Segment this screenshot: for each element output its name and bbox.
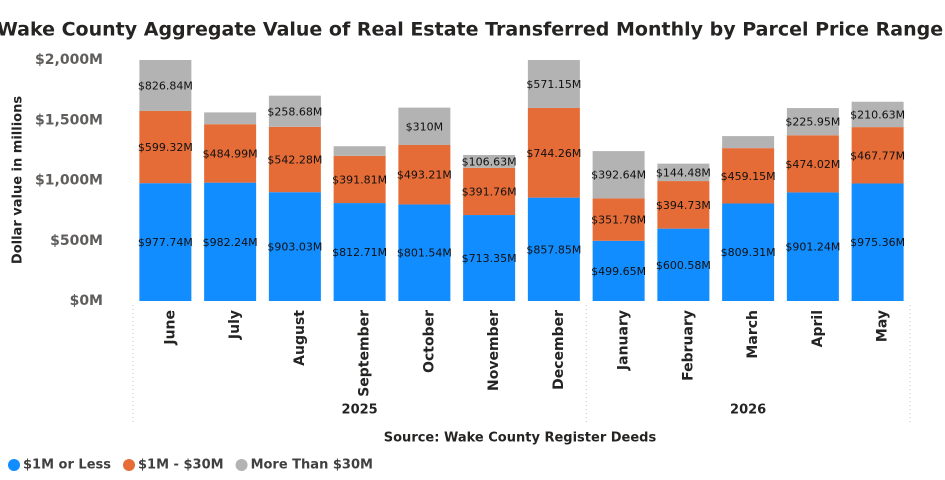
x-tick-label: September [357, 310, 373, 397]
y-tick-label: $1,500M [35, 112, 103, 128]
bar-segment [722, 203, 775, 301]
value-label: $210.63M [850, 108, 905, 121]
value-label: $744.26M [526, 147, 581, 160]
bar-segment [592, 198, 645, 241]
legend-label: $1M or Less [23, 458, 111, 473]
value-label: $812.71M [332, 246, 387, 259]
bar-segment [139, 110, 192, 184]
chart-title: Wake County Aggregate Value of Real Esta… [0, 19, 943, 41]
bar-segment [851, 101, 904, 128]
value-label: $493.21M [397, 169, 452, 182]
value-label: $351.78M [591, 214, 646, 227]
y-axis-label: Dollar value in millions [11, 96, 26, 264]
value-label: $713.35M [462, 252, 517, 265]
bar-segment [786, 192, 839, 301]
bar-segment [204, 112, 257, 125]
value-label: $474.02M [785, 158, 840, 171]
value-label: $258.68M [267, 105, 322, 118]
bar-segment [722, 136, 775, 149]
value-label: $542.28M [267, 154, 322, 167]
x-tick-label: October [421, 310, 437, 373]
bar-segment [527, 197, 580, 301]
bar-segment [139, 60, 192, 111]
bar-segment [333, 146, 386, 156]
group-label: 2025 [342, 403, 378, 418]
value-label: $310M [406, 120, 444, 133]
bar-segment [463, 215, 516, 301]
legend-marker [123, 459, 135, 471]
bar-segment [268, 95, 321, 127]
bar-segment [268, 192, 321, 301]
value-label: $599.32M [138, 141, 193, 154]
x-tick-label: January [616, 310, 632, 371]
bar-segment [268, 126, 321, 193]
x-tick-label: August [292, 310, 308, 366]
bar-segment [139, 183, 192, 301]
value-label: $977.74M [138, 236, 193, 249]
value-label: $499.65M [591, 265, 646, 278]
bar-segment [786, 108, 839, 136]
value-label: $459.15M [721, 170, 776, 183]
x-tick-label: March [745, 310, 761, 359]
value-label: $901.24M [785, 241, 840, 254]
bar-segment [204, 124, 257, 183]
x-tick-label: December [551, 310, 567, 390]
x-tick-label: June [162, 310, 178, 346]
legend-marker [8, 459, 20, 471]
value-label: $903.03M [267, 241, 322, 254]
value-label: $826.84M [138, 79, 193, 92]
value-label: $809.31M [721, 246, 776, 259]
x-axis-label: Source: Wake County Register Deeds [384, 431, 657, 446]
value-label: $144.48M [656, 166, 711, 179]
x-tick-label: April [810, 310, 826, 347]
value-label: $106.63M [462, 155, 517, 168]
y-tick-label: $1,000M [35, 173, 103, 189]
bar-segment [463, 154, 516, 168]
value-label: $467.77M [850, 149, 905, 162]
bar-segment [333, 155, 386, 204]
bar-segment [527, 107, 580, 198]
value-label: $982.24M [203, 236, 258, 249]
value-label: $975.36M [850, 236, 905, 249]
y-tick-label: $2,000M [35, 52, 103, 68]
x-tick-label: May [875, 310, 891, 342]
value-label: $484.99M [203, 147, 258, 160]
group-label: 2026 [730, 403, 766, 418]
bar-segment [398, 107, 451, 145]
bar-segment [204, 182, 257, 301]
bar-segment [592, 151, 645, 199]
value-label: $225.95M [785, 116, 840, 129]
legend-label: More Than $30M [251, 458, 373, 473]
value-label: $392.64M [591, 169, 646, 182]
value-label: $857.85M [526, 243, 581, 256]
value-label: $600.58M [656, 259, 711, 272]
x-tick-label: November [486, 310, 502, 391]
y-tick-label: $0M [70, 293, 103, 309]
bar-segment [398, 144, 451, 205]
value-label: $391.81M [332, 173, 387, 186]
x-tick-label: February [680, 310, 696, 381]
bar-segment [398, 204, 451, 301]
bar-segment [851, 127, 904, 184]
bar-segment [657, 163, 710, 182]
bar-segment [592, 240, 645, 301]
bar-segment [722, 148, 775, 204]
plot-area [139, 60, 904, 301]
value-label: $801.54M [397, 247, 452, 260]
value-label: $394.73M [656, 199, 711, 212]
bar-segment [657, 181, 710, 229]
bar-segment [786, 135, 839, 193]
bar-segment [463, 167, 516, 216]
value-label: $391.76M [462, 185, 517, 198]
x-tick-label: July [227, 310, 243, 340]
bar-segment [333, 203, 386, 301]
legend-label: $1M - $30M [138, 458, 224, 473]
value-label: $571.15M [526, 78, 581, 91]
bar-segment [851, 183, 904, 301]
bar-segment [527, 60, 580, 108]
bar-segment [657, 228, 710, 301]
y-tick-label: $500M [50, 233, 103, 249]
legend-marker [235, 459, 248, 471]
